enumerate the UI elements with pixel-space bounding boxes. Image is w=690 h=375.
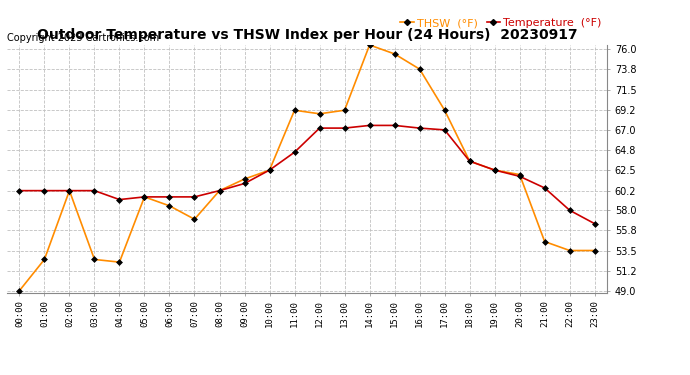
Title: Outdoor Temperature vs THSW Index per Hour (24 Hours)  20230917: Outdoor Temperature vs THSW Index per Ho… <box>37 28 578 42</box>
Legend: THSW  (°F), Temperature  (°F): THSW (°F), Temperature (°F) <box>400 18 602 28</box>
Text: Copyright 2023 Cartronics.com: Copyright 2023 Cartronics.com <box>7 33 159 42</box>
